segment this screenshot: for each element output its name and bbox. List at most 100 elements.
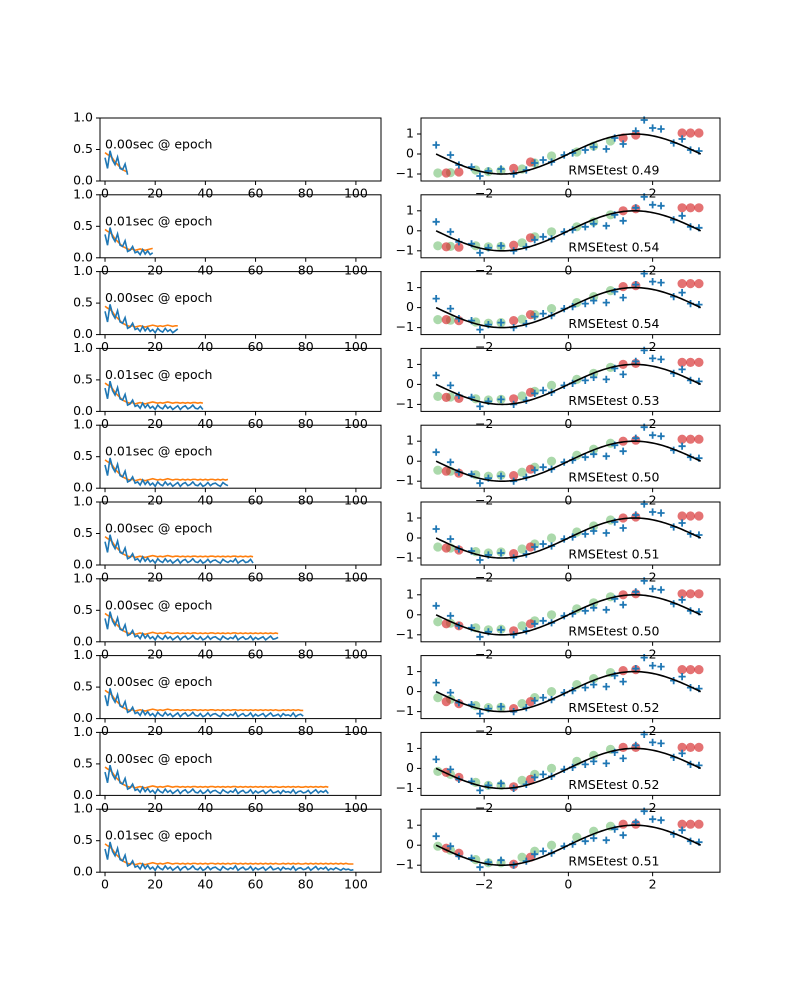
y-tick-label: 0.5	[73, 832, 93, 847]
x-tick-label: 20	[147, 723, 163, 738]
fit-axes: −1 0 1 −2 0 2 RMSEtest 0.54	[396, 193, 721, 277]
noisy-data-point	[476, 863, 484, 871]
train-point	[433, 766, 443, 777]
x-tick-label: 0	[101, 339, 109, 354]
train-loss-line	[104, 227, 154, 257]
x-tick-label: 2	[649, 493, 657, 508]
x-tick-label: 0	[564, 570, 572, 585]
x-tick-label: 100	[344, 877, 368, 892]
fit-axes: −1 0 1 −2 0 2 RMSEtest 0.53	[396, 346, 721, 431]
x-tick-label: 60	[248, 186, 264, 201]
y-tick-label: 0.0	[73, 710, 93, 725]
y-tick-label: 0	[406, 222, 414, 237]
train-loss-line	[104, 150, 129, 175]
test-point	[441, 315, 451, 325]
noisy-data-point	[531, 543, 539, 551]
x-tick-label: 80	[298, 186, 314, 201]
x-tick-label: −2	[475, 416, 493, 431]
y-tick-label: 1	[406, 202, 414, 217]
noisy-data-point	[581, 684, 589, 692]
noisy-data-point	[476, 172, 484, 180]
y-tick-label: −1	[396, 242, 414, 257]
x-tick-label: −2	[475, 800, 493, 815]
noisy-data-point	[446, 228, 455, 236]
noisy-data-point	[432, 218, 440, 226]
x-tick-label: 0	[564, 646, 572, 661]
x-tick-label: 80	[298, 262, 314, 277]
x-tick-label: 80	[298, 877, 314, 892]
noisy-data-point	[590, 527, 598, 535]
x-tick-label: 0	[101, 570, 109, 585]
true-sine-curve	[435, 440, 702, 483]
y-tick-label: 1.0	[73, 647, 93, 662]
x-tick-label: 0	[564, 723, 572, 738]
noisy-data-point	[446, 535, 455, 543]
test-point	[685, 742, 696, 753]
x-tick-label: 80	[298, 570, 314, 585]
test-point	[677, 665, 687, 675]
test-point	[677, 128, 687, 138]
x-tick-label: 2	[649, 723, 657, 738]
y-tick-label: 1	[406, 433, 414, 448]
test-point	[694, 203, 704, 213]
train-point	[517, 467, 527, 477]
train-loss-line	[104, 688, 304, 719]
time-annotation: 0.00sec @ epoch	[105, 597, 212, 612]
x-tick-label: 60	[248, 493, 264, 508]
x-tick-label: 40	[197, 646, 213, 661]
noisy-data-point	[581, 223, 589, 231]
noisy-data-point	[678, 442, 686, 450]
test-point	[441, 168, 451, 178]
noisy-data-point	[602, 529, 610, 537]
train-point	[433, 168, 443, 178]
noisy-data-point	[590, 681, 598, 689]
y-tick-label: 0.5	[73, 525, 93, 540]
fit-axes-frame	[420, 731, 721, 796]
x-tick-label: 20	[147, 877, 163, 892]
noisy-data-point	[539, 233, 547, 241]
loss-axes: 0.0 0.5 1.0 0 20 40 60 80 100 0.00sec @ epoch	[73, 647, 382, 738]
loss-axes: 0.0 0.5 1.0 0 20 40 60 80 100 0.00sec @ epoch	[73, 570, 382, 661]
noisy-data-point	[476, 326, 484, 334]
val-loss-line	[104, 689, 304, 712]
test-point	[509, 549, 519, 559]
noisy-data-point	[619, 524, 627, 532]
train-point	[546, 840, 557, 850]
x-tick-label: 80	[298, 493, 314, 508]
noisy-data-point	[619, 217, 627, 225]
y-tick-label: 1	[406, 817, 414, 832]
noisy-data-point	[619, 601, 627, 609]
y-tick-label: 0.5	[73, 755, 93, 770]
x-tick-label: −2	[475, 723, 493, 738]
noisy-data-point	[497, 549, 505, 557]
train-loss-line	[104, 304, 179, 335]
y-tick-label: 1.0	[73, 110, 93, 125]
x-tick-label: 80	[298, 339, 314, 354]
test-point	[677, 589, 687, 599]
noisy-data-point	[581, 607, 589, 615]
y-tick-label: 0.0	[73, 557, 93, 572]
loss-axes-frame	[99, 501, 382, 566]
x-tick-label: 0	[564, 186, 572, 201]
train-point	[433, 617, 443, 627]
y-tick-label: −1	[396, 857, 414, 872]
test-point	[454, 242, 464, 252]
noisy-data-point	[432, 602, 440, 610]
noisy-data-point	[497, 395, 505, 403]
y-tick-label: −1	[396, 319, 414, 334]
y-tick-label: 1.0	[73, 186, 93, 201]
x-tick-label: −2	[475, 339, 493, 354]
y-tick-label: 0.0	[73, 326, 93, 341]
y-tick-label: −1	[396, 473, 414, 488]
rmse-annotation: RMSEtest 0.51	[568, 854, 659, 869]
x-tick-label: 100	[344, 570, 368, 585]
true-sine-curve	[435, 670, 702, 713]
noisy-data-point	[619, 140, 627, 148]
x-tick-label: 100	[344, 646, 368, 661]
y-tick-label: 0.5	[73, 141, 93, 156]
test-point	[685, 203, 696, 213]
true-sine-curve	[435, 593, 702, 636]
y-tick-label: 0	[406, 146, 414, 161]
test-point	[525, 157, 536, 167]
fit-axes-frame	[420, 578, 721, 643]
